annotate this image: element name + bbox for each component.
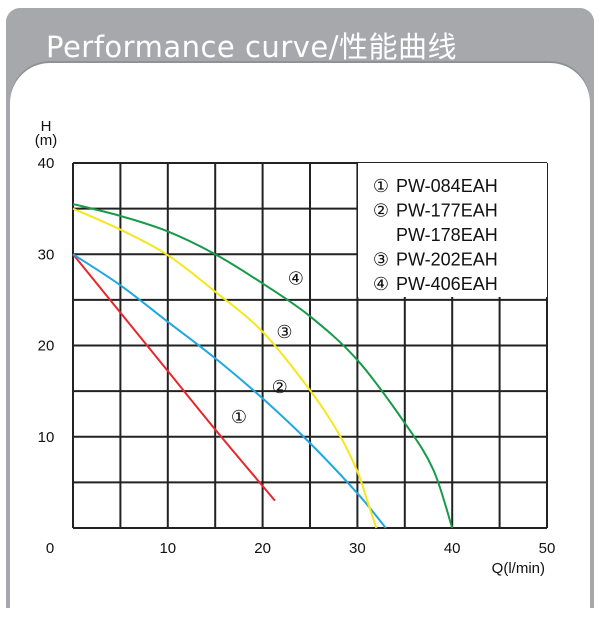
series-line-1 — [72, 253, 276, 502]
y-axis-label: H — [41, 118, 52, 135]
y-tick-label: 20 — [38, 338, 55, 355]
performance-chart: ① ② ③ ④ ① PW-084EAH ② PW-177EAH PW-178EAH ③ PW-20… — [35, 118, 556, 577]
x-tick-label: 10 — [159, 540, 176, 557]
legend-marker: ② — [373, 201, 389, 221]
legend: ① PW-084EAH ② PW-177EAH PW-178EAH ③ PW-202EAH ④… — [373, 176, 498, 294]
page-title: Performance curve/性能曲线 — [46, 30, 458, 64]
axes: 0 10 20 30 40 50 10 20 30 40 — [38, 155, 556, 557]
series-line-4 — [72, 203, 454, 529]
legend-marker: ④ — [373, 274, 389, 294]
legend-entry: PW-202EAH — [396, 250, 498, 270]
legend-entry: PW-406EAH — [396, 274, 498, 294]
legend-entry: PW-084EAH — [396, 176, 498, 196]
legend-marker: ① — [373, 176, 389, 196]
series-label-2: ② — [272, 377, 288, 397]
chart-panel — [10, 63, 590, 623]
y-tick-label: 40 — [38, 155, 55, 172]
legend-entry: PW-177EAH — [396, 201, 498, 221]
series-line-2 — [72, 253, 387, 529]
series-line-3 — [72, 207, 378, 529]
series-label-1: ① — [231, 407, 247, 427]
y-axis-unit: (m) — [35, 132, 58, 149]
y-tick-label: 30 — [38, 246, 55, 263]
series-label-3: ③ — [276, 322, 292, 342]
x-tick-label: 30 — [349, 540, 366, 557]
x-tick-label: 50 — [539, 540, 556, 557]
x-tick-label: 0 — [46, 540, 54, 557]
x-axis-label: Q(l/min) — [492, 560, 545, 577]
legend-entry: PW-178EAH — [396, 225, 498, 245]
x-tick-label: 20 — [254, 540, 271, 557]
legend-marker: ③ — [373, 250, 389, 270]
series-label-4: ④ — [288, 268, 304, 288]
x-tick-label: 40 — [444, 540, 461, 557]
y-tick-label: 10 — [38, 429, 55, 446]
legend-box — [358, 163, 547, 297]
curves: ① ② ③ ④ — [72, 203, 454, 529]
